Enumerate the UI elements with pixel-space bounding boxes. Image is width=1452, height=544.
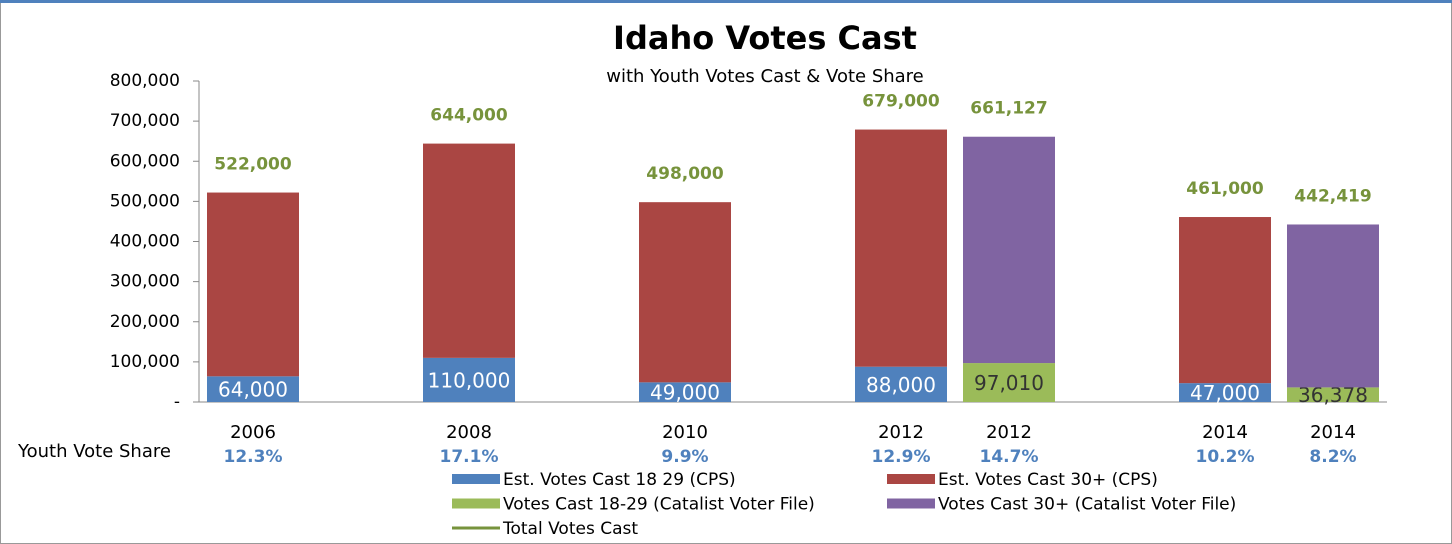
y-tick-label: 600,000: [110, 151, 180, 171]
y-tick-label: 500,000: [110, 191, 180, 211]
bar-segment: [207, 192, 299, 377]
data-label: 64,000: [218, 378, 288, 402]
youth-share: 9.9%: [661, 447, 708, 467]
total-label: 679,000: [862, 92, 940, 112]
bar-segment: [1179, 383, 1271, 402]
total-label: 442,419: [1294, 186, 1371, 206]
bar-segment: [963, 363, 1055, 402]
bar-segment: [423, 143, 515, 358]
total-label: 522,000: [214, 155, 292, 175]
bar-segment: [639, 382, 731, 402]
bar-segment: [855, 129, 947, 367]
bar-segment: [1287, 387, 1379, 402]
data-label: 88,000: [866, 373, 936, 397]
y-tick-label: 300,000: [110, 272, 180, 292]
x-tick-label: 2012: [986, 422, 1032, 443]
data-label: 110,000: [428, 368, 511, 392]
youth-share: 12.9%: [872, 447, 931, 467]
x-tick-label: 2006: [230, 422, 276, 443]
legend-swatch: [452, 474, 500, 484]
bar-segment: [855, 366, 947, 402]
data-label: 47,000: [1190, 381, 1260, 405]
y-tick-label: 200,000: [110, 312, 180, 332]
youth-share-label: Youth Vote Share: [17, 441, 171, 462]
x-tick-label: 2010: [662, 422, 708, 443]
bar-segment: [207, 376, 299, 402]
bar-segment: [1179, 217, 1271, 384]
bar-segment: [963, 136, 1055, 364]
y-tick-label: 100,000: [110, 352, 180, 372]
x-tick-label: 2014: [1310, 422, 1356, 443]
youth-share: 8.2%: [1309, 447, 1356, 467]
legend-label: Votes Cast 18-29 (Catalist Voter File): [503, 495, 815, 515]
legend-swatch: [452, 498, 500, 509]
y-tick-label: 700,000: [110, 111, 180, 131]
y-tick-label: 400,000: [110, 232, 180, 252]
bar-segment: [423, 357, 515, 402]
data-label: 97,010: [974, 371, 1044, 395]
bar-segment: [1287, 224, 1379, 388]
total-label: 644,000: [430, 106, 508, 126]
legend-label: Total Votes Cast: [502, 519, 638, 539]
bar-segment: [639, 202, 731, 383]
youth-share: 17.1%: [440, 447, 499, 467]
legend-label: Votes Cast 30+ (Catalist Voter File): [938, 495, 1236, 515]
chart-subtitle: with Youth Votes Cast & Vote Share: [606, 66, 924, 87]
legend-label: Est. Votes Cast 30+ (CPS): [938, 470, 1158, 490]
x-tick-label: 2012: [878, 422, 924, 443]
x-tick-label: 2014: [1202, 422, 1248, 443]
legend-label: Est. Votes Cast 18 29 (CPS): [503, 470, 736, 490]
total-label: 461,000: [1186, 179, 1264, 199]
total-label: 498,000: [646, 164, 724, 184]
youth-share: 10.2%: [1196, 447, 1255, 467]
total-label: 661,127: [970, 99, 1047, 119]
youth-share: 14.7%: [980, 447, 1039, 467]
y-tick-label: -: [174, 392, 180, 412]
legend-swatch: [887, 474, 935, 484]
data-label: 49,000: [650, 381, 720, 405]
y-tick-label: 800,000: [110, 71, 180, 91]
youth-share: 12.3%: [224, 447, 283, 467]
x-tick-label: 2008: [446, 422, 492, 443]
legend-swatch: [887, 498, 935, 509]
chart-title: Idaho Votes Cast: [613, 19, 917, 57]
